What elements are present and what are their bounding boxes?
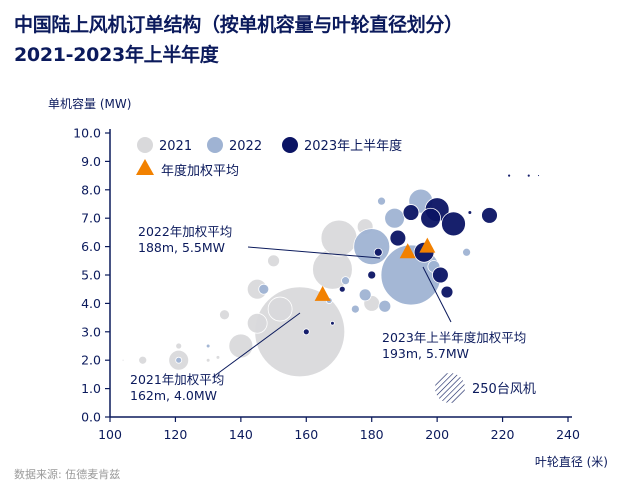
annotation-leader-line xyxy=(212,312,301,378)
size-legend-circle xyxy=(435,373,465,403)
y-tick-label: 10.0 xyxy=(73,126,101,141)
bubble-2023年上半年度 xyxy=(338,285,346,293)
y-tick-label: 5.0 xyxy=(81,268,101,283)
y-tick-label: 2.0 xyxy=(81,353,101,368)
bubble-2021 xyxy=(121,358,125,362)
bubble-2023年上半年度 xyxy=(440,285,454,299)
legend-triangle-icon xyxy=(136,159,154,175)
bubble-2023年上半年度 xyxy=(432,266,449,284)
bubble-2021 xyxy=(215,355,221,360)
bubble-2023年上半年度 xyxy=(420,207,441,229)
bubble-2021 xyxy=(228,333,254,359)
annotation-leader-line xyxy=(247,246,381,259)
y-tick-label: 8.0 xyxy=(81,182,101,197)
x-tick-label: 140 xyxy=(229,427,253,442)
weighted-average-triangle xyxy=(419,237,436,253)
bubble-2023年上半年度 xyxy=(402,204,420,221)
bubble-2022 xyxy=(258,283,270,295)
source-note: 数据来源: 伍德麦肯兹 xyxy=(14,468,121,481)
legend-marker-2022 xyxy=(207,137,223,153)
bubble-2023年上半年度 xyxy=(367,270,377,280)
y-tick-label: 0.0 xyxy=(81,410,101,425)
bubble-2022 xyxy=(378,299,392,313)
x-tick-label: 120 xyxy=(163,427,187,442)
bubble-2023年上半年度 xyxy=(507,173,512,178)
y-tick-label: 7.0 xyxy=(81,211,101,226)
annotation-title: 2022年加权平均 xyxy=(138,224,232,239)
x-tick-label: 240 xyxy=(556,427,580,442)
bubble-2022 xyxy=(358,288,372,302)
bubble-2022 xyxy=(353,228,391,266)
y-tick-label: 6.0 xyxy=(81,239,101,254)
bubble-2021 xyxy=(267,296,293,322)
x-tick-label: 200 xyxy=(425,427,449,442)
bubble-2023年上半年度 xyxy=(526,173,531,178)
legend-label: 年度加权平均 xyxy=(161,163,239,179)
y-tick-label: 3.0 xyxy=(81,324,101,339)
bubble-2023年上半年度 xyxy=(537,174,540,177)
x-tick-label: 160 xyxy=(294,427,318,442)
bubble-2022 xyxy=(377,196,386,206)
y-tick-label: 1.0 xyxy=(81,381,101,396)
bubble-2022 xyxy=(205,343,211,349)
size-legend-label: 250台风机 xyxy=(472,382,536,397)
bubble-2022 xyxy=(462,247,472,257)
annotation-title: 2021年加权平均 xyxy=(130,372,224,387)
bubble-2023年上半年度 xyxy=(481,207,498,224)
bubble-2023年上半年度 xyxy=(467,210,473,215)
weighted-average-triangle xyxy=(314,285,331,301)
bubble-2021 xyxy=(219,309,230,321)
y-tick-label: 4.0 xyxy=(81,296,101,311)
bubble-2022 xyxy=(384,207,405,229)
annotation-value: 188m, 5.5MW xyxy=(138,240,225,255)
y-tick-label: 9.0 xyxy=(81,154,101,169)
bubble-2023年上半年度 xyxy=(441,211,466,237)
bubble-2023年上半年度 xyxy=(330,320,335,326)
bubble-2021 xyxy=(267,254,280,268)
legend-label: 2021 xyxy=(159,139,192,154)
x-axis-label: 叶轮直径 (米) xyxy=(535,455,608,469)
x-tick-label: 100 xyxy=(98,427,122,442)
bubble-2021 xyxy=(246,312,268,334)
annotation-value: 162m, 4.0MW xyxy=(130,388,217,403)
legend-label: 2023年上半年度 xyxy=(304,138,402,154)
x-tick-label: 180 xyxy=(360,427,384,442)
y-axis-label: 单机容量 (MW) xyxy=(48,96,131,111)
bubble-2022 xyxy=(341,276,350,286)
legend-marker-2023年上半年度 xyxy=(282,137,298,153)
bubble-2021 xyxy=(320,219,358,257)
bubble-2022 xyxy=(350,304,360,314)
bubble-2021 xyxy=(205,357,211,363)
annotation-title: 2023年上半年度加权平均 xyxy=(382,330,526,345)
bubble-2023年上半年度 xyxy=(373,247,383,257)
chart-title-line1: 中国陆上风机订单结构（按单机容量与叶轮直径划分） xyxy=(14,14,463,36)
bubble-2022 xyxy=(175,356,183,364)
x-tick-label: 220 xyxy=(491,427,515,442)
weighted-average-triangle xyxy=(399,243,416,259)
legend-marker-2021 xyxy=(137,137,153,153)
annotation-value: 193m, 5.7MW xyxy=(382,346,469,361)
bubble-2021 xyxy=(175,342,183,350)
bubble-2023年上半年度 xyxy=(389,229,407,247)
bubble-2021 xyxy=(138,355,148,365)
chart-title-line2: 2021-2023年上半年度 xyxy=(14,44,219,66)
bubble-2023年上半年度 xyxy=(302,328,310,336)
legend-label: 2022 xyxy=(229,139,262,154)
annotation-leader-line xyxy=(422,266,452,323)
